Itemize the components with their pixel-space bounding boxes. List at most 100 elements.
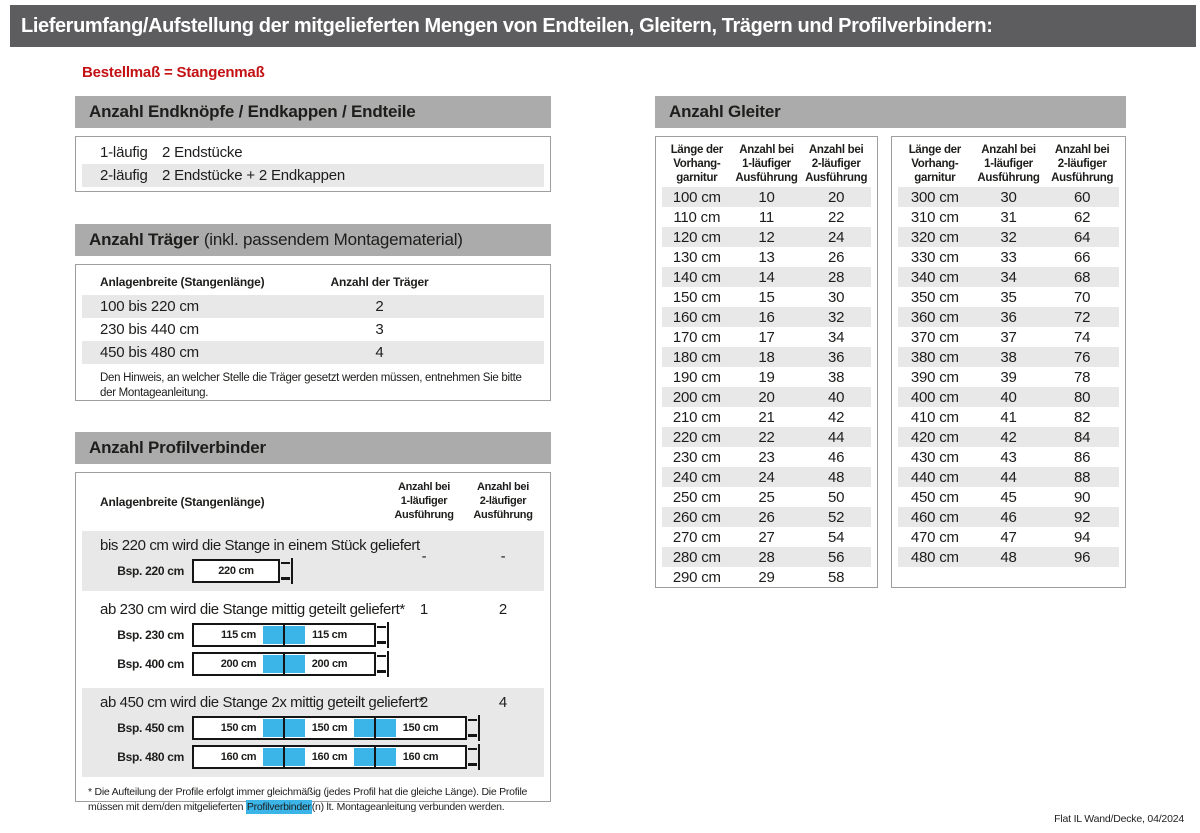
count-2-run: 48	[827, 468, 845, 486]
count-2-run: 36	[827, 348, 845, 366]
count-2-run: 76	[1073, 348, 1091, 366]
length-value: 430 cm	[910, 448, 959, 466]
count-1-run: 46	[1000, 508, 1017, 526]
table-row: 2-läufig 2 Endstücke + 2 Endkappen	[82, 164, 544, 187]
rod-segment-label: 115 cm	[194, 624, 285, 645]
parts-value: 2 Endstücke	[162, 144, 243, 161]
count-2-run: 60	[1073, 188, 1091, 206]
count-2-run: 74	[1073, 328, 1091, 346]
length-value: 400 cm	[910, 388, 959, 406]
traeger-table-header: Anlagenbreite (Stangenlänge) Anzahl der …	[82, 269, 544, 295]
count-1-run: 14	[758, 268, 775, 286]
table-row: 480 cm 48 96	[898, 547, 1119, 567]
gleiter-table-right: Länge der Vorhang- garnitur Anzahl bei 1…	[891, 136, 1126, 588]
count-2-run: 84	[1073, 428, 1091, 446]
count-2-run: -	[500, 548, 506, 565]
example-row: Bsp. 400 cm 200 cm 200 cm	[82, 649, 544, 678]
count-1-run: 34	[1000, 268, 1017, 286]
count-2-run: 62	[1073, 208, 1091, 226]
table-row: 1-läufig 2 Endstücke	[82, 141, 544, 164]
length-value: 250 cm	[672, 488, 721, 506]
count-2-run: 38	[827, 368, 845, 386]
length-value: 150 cm	[672, 288, 721, 306]
table-row: ab 450 cm wird die Stange 2x mittig gete…	[82, 688, 544, 777]
footnote-highlight: Profilverbinder	[245, 800, 312, 815]
count-1-run: 25	[758, 488, 775, 506]
bracket-count: 4	[375, 344, 384, 361]
table-row: 180 cm 18 36	[662, 347, 871, 367]
table-row: 100 bis 220 cm 2	[82, 295, 544, 318]
count-1-run: 1	[419, 601, 429, 618]
rod-segment-label: 160 cm	[285, 746, 376, 767]
table-row: 240 cm 24 48	[662, 467, 871, 487]
example-row: Bsp. 450 cm 150 cm 150 cm 150 cm	[82, 713, 544, 742]
count-2-run: 40	[827, 388, 845, 406]
left-column: Anzahl Endknöpfe / Endkappen / Endteile …	[75, 96, 551, 815]
table-row: 460 cm 46 92	[898, 507, 1119, 527]
bracket-count: 2	[375, 298, 384, 315]
table-row: 450 bis 480 cm 4	[82, 341, 544, 364]
count-1-run: 40	[1000, 388, 1017, 406]
width-range: 100 bis 220 cm	[100, 298, 199, 315]
column-header-length: Länge der Vorhang- garnitur	[670, 143, 724, 184]
table-row: 450 cm 45 90	[898, 487, 1119, 507]
table-row: 270 cm 27 54	[662, 527, 871, 547]
length-value: 380 cm	[910, 348, 959, 366]
length-value: 470 cm	[910, 528, 959, 546]
length-value: 180 cm	[672, 348, 721, 366]
table-row: 250 cm 25 50	[662, 487, 871, 507]
count-1-run: 24	[758, 468, 775, 486]
endteile-rows: 1-läufig 2 Endstücke 2-läufig 2 Endstück…	[82, 141, 544, 187]
count-2-run: 66	[1073, 248, 1091, 266]
count-2-run: 46	[827, 448, 845, 466]
count-1-run: 35	[1000, 288, 1017, 306]
count-1-run: 22	[758, 428, 775, 446]
example-row: Bsp. 230 cm 115 cm 115 cm	[82, 620, 544, 649]
section-header-traeger: Anzahl Träger (inkl. passendem Montagema…	[75, 224, 551, 256]
count-1-run: 36	[1000, 308, 1017, 326]
endteile-table: 1-läufig 2 Endstücke 2-läufig 2 Endstück…	[75, 136, 551, 192]
count-1-run: 21	[758, 408, 775, 426]
table-row: 150 cm 15 30	[662, 287, 871, 307]
width-range: 230 bis 440 cm	[100, 321, 199, 338]
count-2-run: 28	[827, 268, 845, 286]
rule-text: bis 220 cm wird die Stange in einem Stüc…	[100, 537, 420, 554]
example-label: Bsp. 450 cm	[117, 720, 184, 735]
count-1-run: 23	[758, 448, 775, 466]
rod-segment-label: 200 cm	[311, 657, 348, 670]
profilverbinder-table: Anlagenbreite (Stangenlänge) Anzahl bei …	[75, 472, 551, 815]
right-column: Anzahl Gleiter Länge der Vorhang- garnit…	[655, 96, 1126, 588]
column-header-2-run: Anzahl bei 2-läufiger Ausführung	[1051, 143, 1114, 184]
rod-segment-label: 200 cm	[194, 653, 285, 674]
length-value: 240 cm	[672, 468, 721, 486]
end-piece-icon	[468, 743, 480, 770]
length-value: 390 cm	[910, 368, 959, 386]
count-1-run: 27	[758, 528, 775, 546]
table-row: 390 cm 39 78	[898, 367, 1119, 387]
footnote-text: * Die Aufteilung der Profile erfolgt imm…	[88, 786, 528, 814]
rod-diagram: 220 cm	[192, 557, 293, 584]
count-2-run: 92	[1073, 508, 1091, 526]
count-2-run: 70	[1073, 288, 1091, 306]
count-2-run: 78	[1073, 368, 1091, 386]
table-row: 370 cm 37 74	[898, 327, 1119, 347]
count-1-run: 19	[758, 368, 775, 386]
table-row: 320 cm 32 64	[898, 227, 1119, 247]
section-header-profilverbinder: Anzahl Profilverbinder	[75, 432, 551, 464]
table-row: 130 cm 13 26	[662, 247, 871, 267]
count-1-run: 41	[1000, 408, 1017, 426]
count-2-run: 94	[1073, 528, 1091, 546]
column-header-1-run: Anzahl bei 1-läufiger Ausführung	[394, 481, 454, 521]
count-2-run: 2	[498, 601, 508, 618]
table-row: 210 cm 21 42	[662, 407, 871, 427]
length-value: 340 cm	[910, 268, 959, 286]
gleiter-rows-right: 300 cm 30 60 310 cm 31 62 320 cm 32 64	[898, 187, 1119, 567]
example-label: Bsp. 230 cm	[117, 627, 184, 642]
gleiter-tables: Länge der Vorhang- garnitur Anzahl bei 1…	[655, 136, 1126, 588]
page-title: Lieferumfang/Aufstellung der mitgeliefer…	[21, 14, 993, 37]
section-header-gleiter: Anzahl Gleiter	[655, 96, 1126, 128]
example-row: Bsp. 220 cm 220 cm	[82, 556, 544, 585]
count-1-run: 44	[1000, 468, 1017, 486]
table-row: 100 cm 10 20	[662, 187, 871, 207]
rod-diagram: 160 cm 160 cm 160 cm	[192, 743, 480, 770]
